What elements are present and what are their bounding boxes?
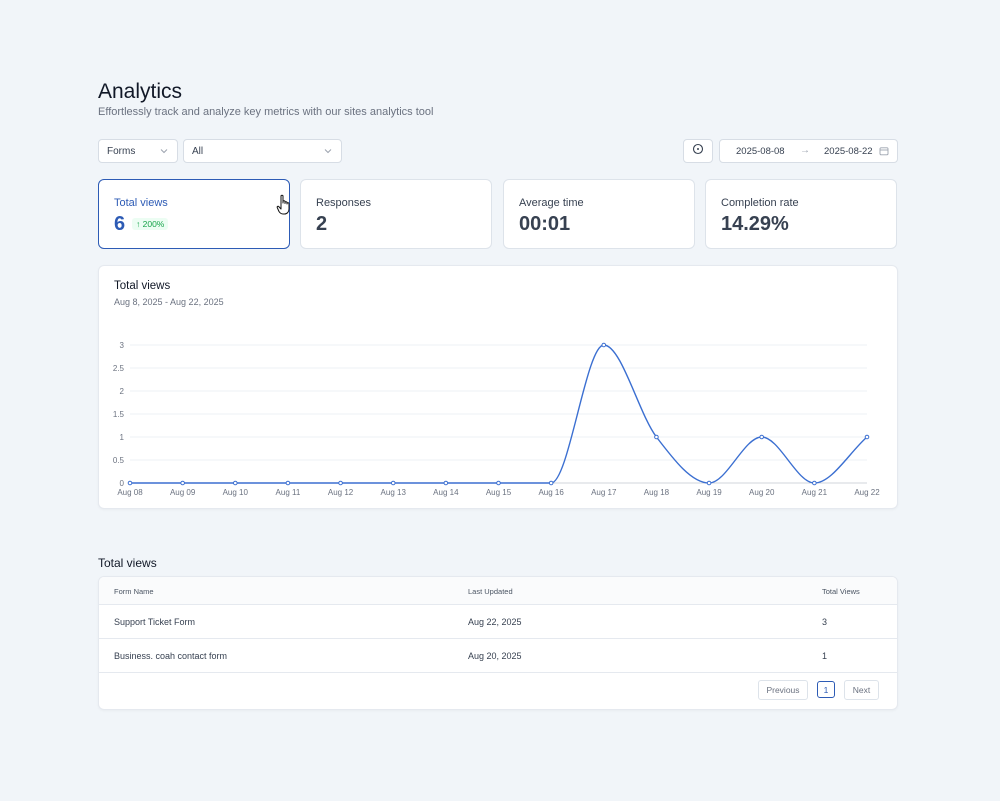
stat-card-responses[interactable]: Responses 2	[300, 179, 492, 249]
x-tick-label: Aug 17	[591, 488, 617, 497]
table-header: Form Name Last Updated Total Views	[99, 577, 897, 605]
total-views-chart-card: Total views Aug 8, 2025 - Aug 22, 2025 0…	[98, 265, 898, 509]
page-subtitle: Effortlessly track and analyze key metri…	[98, 106, 434, 118]
y-tick-label: 0.5	[113, 456, 125, 465]
reset-date-button[interactable]	[683, 139, 713, 163]
table-row[interactable]: Business. coah contact form Aug 20, 2025…	[99, 639, 897, 673]
x-tick-label: Aug 11	[276, 488, 301, 497]
total-views-cell: 3	[822, 617, 828, 627]
x-tick-label: Aug 16	[538, 488, 564, 497]
stat-label: Responses	[316, 197, 372, 209]
page-title: Analytics	[98, 80, 183, 103]
type-select[interactable]: Forms	[98, 139, 178, 163]
x-tick-label: Aug 22	[854, 488, 880, 497]
data-point[interactable]	[812, 480, 817, 486]
views-table: Form Name Last Updated Total Views Suppo…	[98, 576, 898, 710]
data-point[interactable]	[706, 480, 712, 486]
x-tick-label: Aug 19	[696, 488, 722, 497]
table-section-title: Total views	[98, 556, 157, 570]
y-tick-label: 1	[120, 433, 125, 442]
x-tick-label: Aug 08	[117, 488, 143, 497]
data-point[interactable]	[548, 480, 554, 486]
column-header-last-updated: Last Updated	[468, 587, 513, 596]
x-tick-label: Aug 15	[486, 488, 512, 497]
stat-value: 14.29%	[721, 213, 789, 235]
line-chart: 0 0.5 1 1.5 2 2.5 3 Aug 08 Aug 09 Aug 10 Aug 11 Aug…	[113, 341, 880, 497]
date-from[interactable]: 2025-08-08	[736, 146, 785, 157]
stat-value: 6	[114, 213, 126, 235]
chevron-down-icon	[159, 146, 169, 156]
total-views-cell: 1	[822, 651, 828, 661]
form-name-cell: Support Ticket Form	[114, 617, 196, 627]
chart-title: Total views	[114, 280, 171, 292]
x-tick-label: Aug 12	[328, 488, 354, 497]
y-tick-label: 2	[120, 387, 125, 396]
data-point[interactable]	[180, 480, 185, 486]
stat-label: Total views	[114, 197, 168, 209]
y-tick-label: 2.5	[113, 364, 125, 373]
stat-card-completion-rate[interactable]: Completion rate 14.29%	[705, 179, 897, 249]
last-updated-cell: Aug 22, 2025	[468, 617, 522, 627]
page-1-button[interactable]: 1	[817, 681, 835, 698]
table-row[interactable]: Support Ticket Form Aug 22, 2025 3	[99, 605, 897, 639]
y-tick-label: 0	[120, 479, 125, 488]
column-header-total-views: Total Views	[822, 587, 860, 596]
calendar-icon	[879, 146, 889, 159]
chevron-down-icon	[323, 146, 333, 156]
stat-label: Average time	[519, 197, 584, 209]
x-tick-label: Aug 13	[381, 488, 407, 497]
form-name-cell: Business. coah contact form	[114, 651, 228, 661]
data-point[interactable]	[601, 342, 607, 348]
stat-card-average-time[interactable]: Average time 00:01	[503, 179, 695, 249]
hand-pointer-icon	[276, 194, 292, 216]
x-tick-label: Aug 21	[802, 488, 828, 497]
data-point[interactable]	[232, 480, 238, 486]
data-point[interactable]	[654, 434, 659, 440]
data-point[interactable]	[390, 480, 396, 486]
last-updated-cell: Aug 20, 2025	[468, 651, 522, 661]
data-point[interactable]	[496, 480, 501, 486]
clock-reset-icon	[692, 142, 704, 160]
data-point[interactable]	[127, 480, 133, 486]
arrow-up-icon: ↑	[136, 219, 141, 229]
type-select-value: Forms	[107, 145, 136, 157]
trend-badge-value: 200%	[142, 219, 165, 229]
arrow-right-icon: →	[800, 145, 810, 156]
x-tick-label: Aug 09	[170, 488, 196, 497]
data-point[interactable]	[443, 480, 449, 486]
stat-label: Completion rate	[721, 197, 799, 209]
date-range-picker[interactable]: 2025-08-08 → 2025-08-22	[719, 139, 898, 163]
scope-select-value: All	[192, 145, 204, 157]
column-header-form-name: Form Name	[114, 587, 154, 596]
chart-date-range: Aug 8, 2025 - Aug 22, 2025	[114, 297, 224, 307]
stat-card-total-views[interactable]: Total views 6 ↑ 200%	[98, 179, 290, 249]
x-tick-label: Aug 18	[644, 488, 670, 497]
scope-select[interactable]: All	[183, 139, 342, 163]
data-point[interactable]	[759, 434, 765, 440]
next-page-button[interactable]: Next	[844, 680, 879, 700]
series-line	[130, 344, 868, 484]
data-point[interactable]	[285, 480, 291, 486]
x-tick-label: Aug 14	[433, 488, 459, 497]
date-to[interactable]: 2025-08-22	[824, 146, 873, 157]
trend-badge: ↑ 200%	[132, 218, 169, 230]
previous-page-button[interactable]: Previous	[758, 680, 808, 700]
data-point[interactable]	[864, 434, 870, 440]
stat-value: 00:01	[519, 213, 571, 235]
y-tick-label: 1.5	[113, 410, 125, 419]
stat-value: 2	[316, 213, 328, 235]
x-tick-label: Aug 20	[749, 488, 775, 497]
x-tick-label: Aug 10	[223, 488, 249, 497]
y-tick-label: 3	[120, 341, 125, 350]
data-point[interactable]	[338, 480, 343, 486]
